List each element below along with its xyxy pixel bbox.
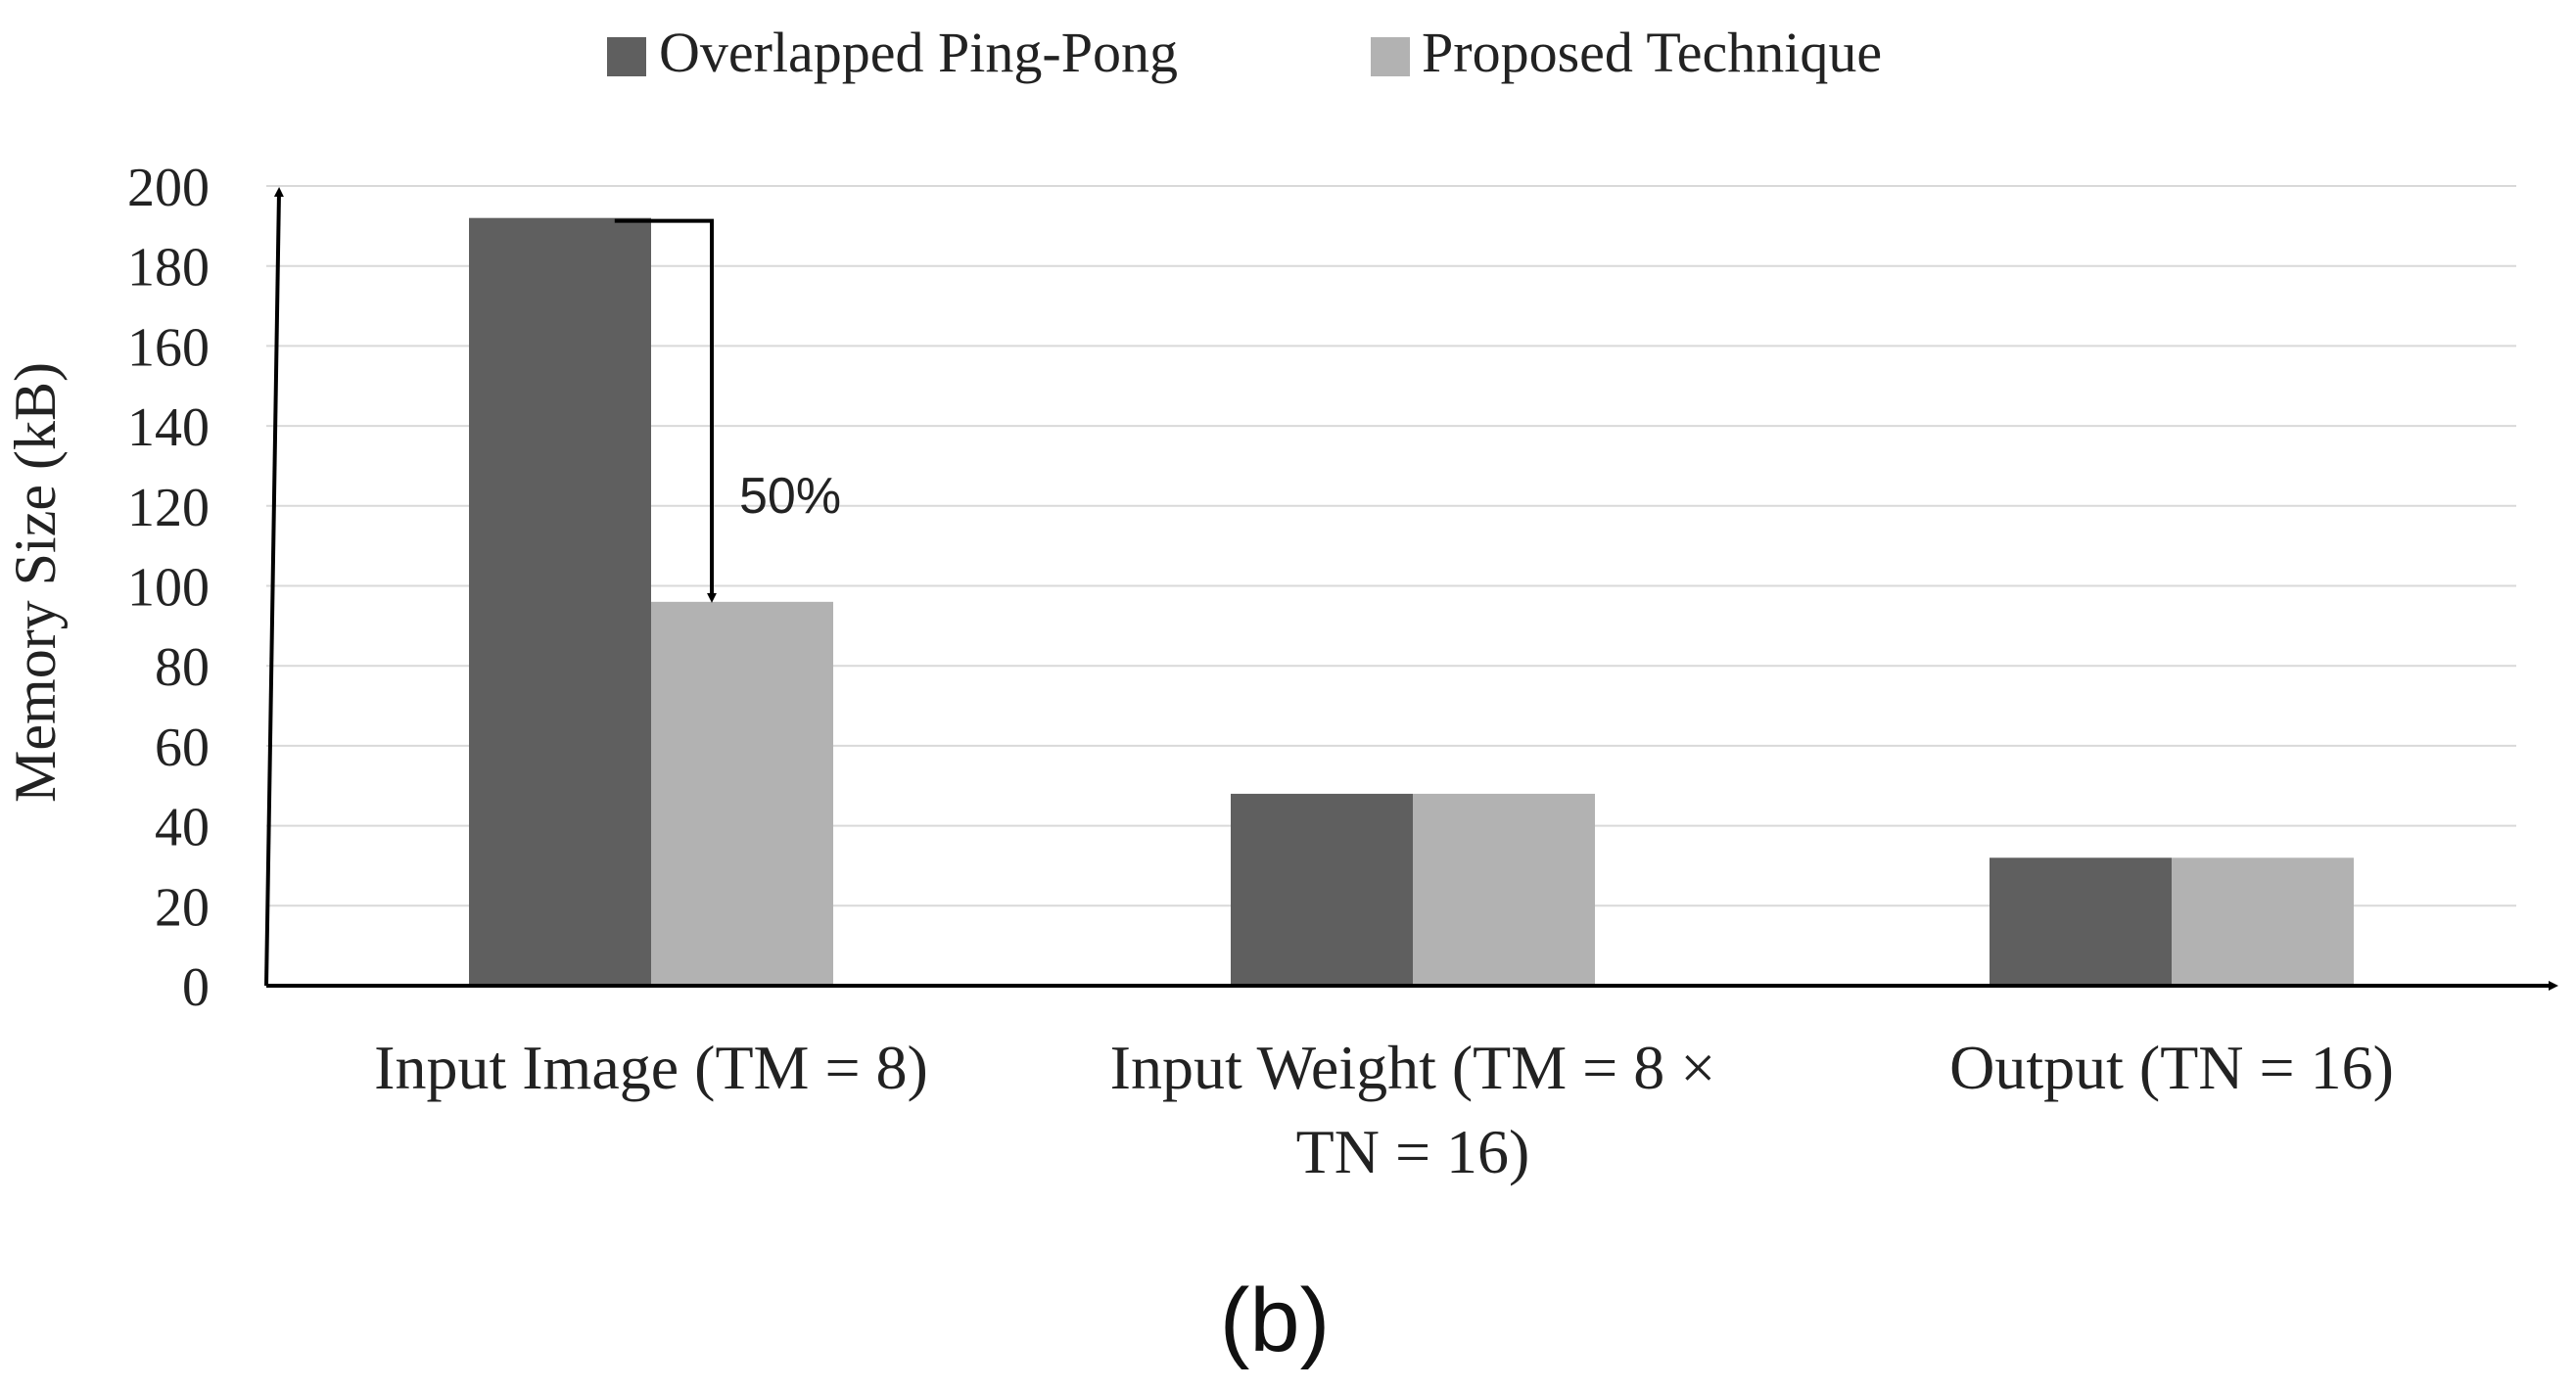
y-tick-label: 180 bbox=[127, 238, 210, 299]
y-tick-label: 0 bbox=[182, 957, 210, 1018]
x-tick-labels: Input Image (TM = 8) Input Weight (TM = 8… bbox=[374, 1033, 2394, 1186]
x-tick-label: Input Image (TM = 8) bbox=[374, 1033, 928, 1102]
figure-caption: (b) bbox=[1220, 1271, 1330, 1370]
legend-swatch-overlapped-ping-pong bbox=[607, 37, 646, 76]
bar-overlapped-ping-pong bbox=[1231, 793, 1413, 986]
y-tick-label: 160 bbox=[127, 317, 210, 378]
y-axis-line bbox=[264, 187, 284, 987]
legend-label-overlapped-ping-pong: Overlapped Ping-Pong bbox=[659, 21, 1178, 84]
bar-proposed-technique bbox=[651, 601, 833, 986]
bar-overlapped-ping-pong bbox=[1990, 857, 2172, 986]
y-tick-label: 20 bbox=[155, 877, 210, 938]
y-tick-label: 80 bbox=[155, 637, 210, 698]
bars bbox=[469, 217, 2354, 986]
reduction-label: 50% bbox=[739, 468, 841, 525]
y-axis-label: Memory Size (kB) bbox=[3, 362, 68, 803]
y-tick-label: 120 bbox=[127, 478, 210, 538]
x-tick-label: Input Weight (TM = 8 × bbox=[1110, 1033, 1716, 1102]
reduction-arrow bbox=[614, 218, 717, 603]
bar-proposed-technique bbox=[1413, 793, 1595, 986]
legend: Overlapped Ping-Pong Proposed Technique bbox=[607, 21, 1882, 84]
bar-proposed-technique bbox=[2172, 857, 2354, 986]
y-tick-label: 100 bbox=[127, 558, 210, 619]
reduction-annotation: 50% bbox=[614, 218, 841, 603]
x-tick-label: TN = 16) bbox=[1296, 1117, 1530, 1186]
y-tick-label: 60 bbox=[155, 718, 210, 778]
x-tick-label: Output (TN = 16) bbox=[1949, 1033, 2394, 1102]
y-tick-labels: 0 20 40 60 80 100 120 140 160 180 200 bbox=[127, 158, 210, 1018]
y-tick-label: 140 bbox=[127, 397, 210, 458]
y-tick-label: 40 bbox=[155, 798, 210, 858]
bar-overlapped-ping-pong bbox=[469, 217, 651, 986]
legend-label-proposed-technique: Proposed Technique bbox=[1422, 21, 1882, 84]
y-tick-label: 200 bbox=[127, 158, 210, 218]
legend-swatch-proposed-technique bbox=[1371, 37, 1410, 76]
